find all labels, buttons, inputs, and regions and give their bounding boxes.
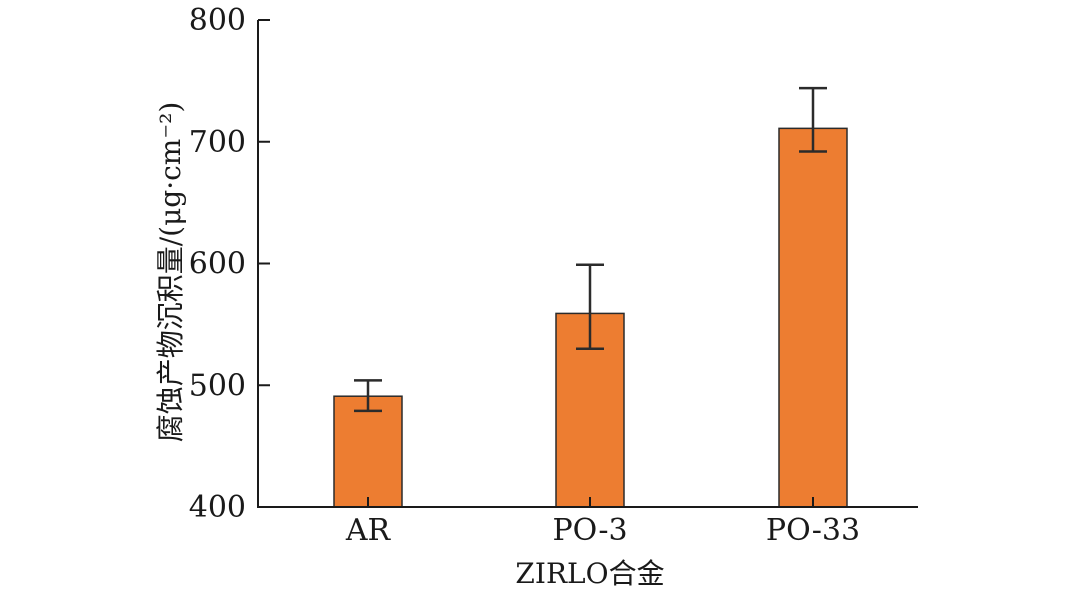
bar-po-33: [778, 127, 848, 508]
error-bar-po-33: [799, 86, 827, 153]
y-tick-label-3: 700: [189, 125, 246, 160]
x-tick-label-po-33: PO-33: [766, 513, 860, 548]
x-axis-label: ZIRLO合金: [515, 557, 664, 590]
y-tick-label-2: 600: [189, 247, 246, 282]
y-tick-label-1: 500: [189, 368, 246, 403]
error-bars-group: [354, 86, 827, 413]
x-ticks-group: AR PO-3 PO-33: [345, 497, 860, 548]
y-tick-label-0: 400: [189, 490, 246, 525]
y-axis-label: 腐蚀产物沉积量/(μg·cm⁻²): [154, 102, 187, 443]
error-bar-po-3: [576, 263, 604, 350]
y-tick-label-4: 800: [189, 3, 246, 38]
error-bar-ar: [354, 379, 382, 413]
y-ticks-group: 400 500 600 700 800: [189, 3, 270, 525]
bar-ar: [333, 395, 403, 508]
x-tick-label-po-3: PO-3: [552, 513, 627, 548]
x-tick-label-ar: AR: [345, 513, 392, 548]
